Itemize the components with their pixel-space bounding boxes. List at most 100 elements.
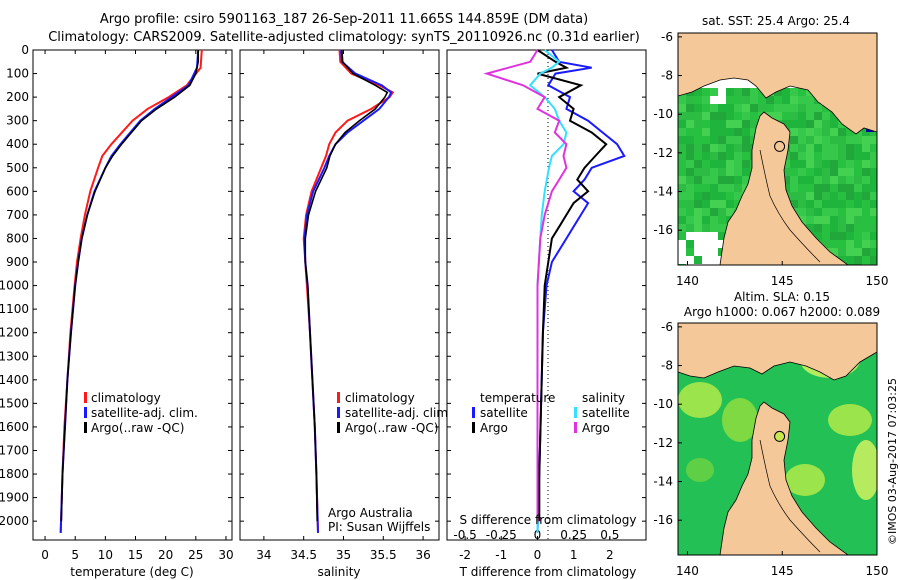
- sst-grid-cell: [798, 136, 806, 144]
- sst-grid-cell: [798, 96, 806, 104]
- sst-grid-cell: [846, 248, 854, 256]
- sst-grid-cell: [726, 152, 734, 160]
- sst-grid-cell: [782, 160, 790, 168]
- t-difference-tick-label: 1: [570, 548, 578, 562]
- sst-grid-cell: [798, 216, 806, 224]
- sst-grid-cell: [790, 136, 798, 144]
- sst-grid-cell: [742, 152, 750, 160]
- sst-grid-cell: [814, 144, 822, 152]
- sst-grid-cell: [774, 96, 782, 104]
- temperature-tick-label: 0: [41, 548, 49, 562]
- sst-grid-cell: [862, 216, 870, 224]
- sst-grid-cell: [726, 88, 734, 96]
- longitude-tick-label: 150: [866, 564, 889, 578]
- sst-grid-cell: [862, 240, 870, 248]
- sst-grid-cell: [870, 152, 877, 160]
- sst-grid-cell: [734, 160, 742, 168]
- sst-grid-cell: [702, 144, 710, 152]
- sst-grid-cell: [734, 200, 742, 208]
- sst-grid-cell: [862, 200, 870, 208]
- sst-grid-cell: [694, 136, 702, 144]
- sst-grid-cell: [798, 168, 806, 176]
- sst-grid-cell: [694, 224, 702, 232]
- t-difference-tick-label: -1: [495, 548, 507, 562]
- sst-grid-cell: [750, 112, 758, 120]
- sst-grid-cell: [862, 232, 870, 240]
- sst-grid-cell: [774, 104, 782, 112]
- sst-grid-cell: [686, 208, 694, 216]
- sst-grid-cell: [694, 128, 702, 136]
- legend-argo-label: Argo(..raw -QC): [345, 421, 438, 435]
- sst-grid-cell: [694, 152, 702, 160]
- sst-grid-cell: [814, 104, 822, 112]
- sst-grid-cell: [686, 152, 694, 160]
- sst-grid-cell: [870, 240, 877, 248]
- sst-grid-cell: [846, 216, 854, 224]
- sst-grid-cell: [798, 104, 806, 112]
- sst-grid-cell: [726, 208, 734, 216]
- sst-grid-cell: [718, 224, 726, 232]
- sst-grid-cell: [742, 128, 750, 136]
- temperature-legend: climatology satellite-adj. clim. Argo(..…: [84, 391, 198, 435]
- sst-grid-cell: [702, 184, 710, 192]
- sst-grid-cell: [830, 208, 838, 216]
- imos-credit: ©IMOS 03-Aug-2017 07:03:25: [886, 378, 899, 545]
- sst-grid-cell: [854, 152, 862, 160]
- sst-grid-cell: [686, 176, 694, 184]
- temperature-tick-label: 5: [71, 548, 79, 562]
- sst-grid-cell: [854, 224, 862, 232]
- depth-tick-label: 800: [6, 231, 29, 245]
- depth-tick-label: 500: [6, 161, 29, 175]
- sst-grid-cell: [686, 136, 694, 144]
- sst-grid-cell: [726, 144, 734, 152]
- sst-grid-cell: [678, 144, 686, 152]
- sst-grid-cell: [806, 96, 814, 104]
- sst-grid-cell: [798, 88, 806, 96]
- sla-map-frame: [677, 322, 878, 556]
- sst-grid-cell: [846, 128, 854, 136]
- sst-grid-cell: [718, 104, 726, 112]
- temperature-tick-label: 25: [188, 548, 203, 562]
- sst-grid-cell: [750, 104, 758, 112]
- temperature-tick-label: 20: [158, 548, 173, 562]
- sst-grid-cell: [806, 216, 814, 224]
- sst-map-panel: sat. SST: 25.4 Argo: 25.4 140 145 150 -6 -8 -…: [653, 14, 888, 288]
- sst-grid-cell: [678, 168, 686, 176]
- sst-grid-cell: [686, 192, 694, 200]
- sst-grid-cell: [814, 112, 822, 120]
- sst-grid-cell: [830, 144, 838, 152]
- sst-grid-cell: [710, 104, 718, 112]
- sst-grid-cell: [694, 144, 702, 152]
- sst-grid-cell: [790, 144, 798, 152]
- sst-grid-cell: [830, 224, 838, 232]
- sst-grid-cell: [678, 152, 686, 160]
- sst-grid-cell: [846, 136, 854, 144]
- sst-grid-cell: [830, 240, 838, 248]
- legend-t-argo-swatch: [472, 422, 475, 433]
- legend-satellite-swatch: [337, 407, 340, 418]
- sst-grid-cell: [822, 168, 830, 176]
- sst-grid-cell: [718, 184, 726, 192]
- legend-climatology-swatch: [337, 392, 340, 403]
- sst-grid-cell: [830, 232, 838, 240]
- sst-grid-cell: [854, 176, 862, 184]
- legend-argo-swatch: [84, 422, 87, 433]
- sst-grid-cell: [838, 256, 846, 264]
- sst-grid-cell: [870, 200, 877, 208]
- sla-anomaly-blob: [722, 398, 758, 442]
- sst-grid-cell: [710, 128, 718, 136]
- sst-grid-cell: [806, 208, 814, 216]
- sst-grid-cell: [862, 152, 870, 160]
- sst-grid-cell: [814, 232, 822, 240]
- sst-grid-cell: [694, 96, 702, 104]
- sst-grid-cell: [726, 104, 734, 112]
- longitude-tick-label: 140: [676, 564, 699, 578]
- sst-grid-cell: [790, 128, 798, 136]
- sst-grid-cell: [854, 144, 862, 152]
- sla-anomaly-blob: [686, 458, 714, 482]
- sst-grid-cell: [846, 200, 854, 208]
- sst-grid-cell: [822, 112, 830, 120]
- sst-grid-cell: [718, 168, 726, 176]
- sst-grid-cell: [694, 176, 702, 184]
